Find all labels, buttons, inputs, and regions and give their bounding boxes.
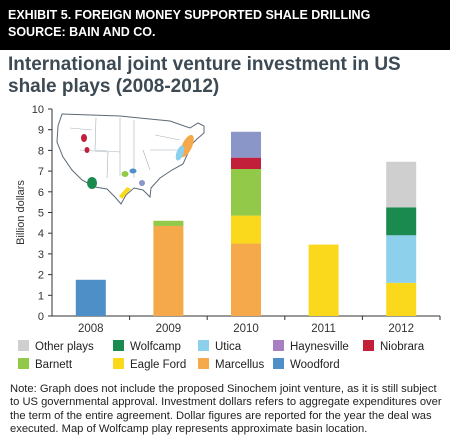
bar-marcellus-2009 — [153, 225, 184, 316]
utica-region — [175, 145, 185, 161]
legend-label: Other plays — [35, 341, 94, 353]
bar-haynesville-2010 — [231, 131, 261, 158]
bar-niobrara-2010 — [231, 157, 261, 170]
y-tick-label: 3 — [38, 249, 44, 261]
bar-barnett-2009 — [153, 220, 184, 226]
legend-item: Utica — [198, 340, 241, 353]
bars — [75, 131, 417, 316]
bar-wolfcamp-2012 — [386, 207, 417, 236]
legend-swatch — [363, 340, 374, 351]
footnote: Note: Graph does not include the propose… — [10, 383, 442, 435]
legend-label: Barnett — [35, 359, 73, 371]
legend-item: Woodford — [273, 358, 340, 371]
us-map-inset — [56, 113, 205, 205]
legend-swatch — [113, 358, 124, 369]
legend-item: Eagle Ford — [113, 358, 186, 371]
niobrara-region — [81, 134, 87, 142]
legend-item: Wolfcamp — [113, 340, 181, 353]
exhibit-header: EXHIBIT 5. FOREIGN MONEY SUPPORTED SHALE… — [0, 0, 450, 50]
legend-label: Niobrara — [380, 341, 425, 353]
legend-label: Wolfcamp — [130, 341, 181, 353]
x-tick-label: 2010 — [233, 323, 259, 335]
haynesville-region — [139, 180, 145, 186]
us-map-states — [69, 117, 185, 179]
chart-title: International joint venture investment i… — [8, 54, 401, 97]
legend-swatch — [273, 340, 284, 351]
y-axis-title: Billion dollars — [15, 180, 27, 245]
bar-woodford-2008 — [75, 279, 106, 316]
x-tick-label: 2012 — [388, 323, 414, 335]
legend-item: Barnett — [18, 358, 72, 371]
bar-marcellus-2010 — [231, 243, 261, 316]
legend-swatch — [198, 340, 209, 351]
woodford-region — [129, 168, 137, 174]
legend-swatch — [198, 358, 209, 369]
y-tick-label: 4 — [38, 228, 44, 240]
y-tick-label: 8 — [38, 145, 44, 157]
eagle-ford-region — [119, 187, 131, 199]
y-tick-label: 0 — [38, 311, 44, 323]
legend-swatch — [273, 358, 284, 369]
bar-eagle-ford-2011 — [308, 244, 339, 316]
y-tick-label: 10 — [32, 104, 44, 116]
x-tick-label: 2008 — [78, 323, 104, 335]
legend-swatch — [113, 340, 124, 351]
legend-item: Marcellus — [198, 358, 264, 371]
bar-other-plays-2012 — [386, 161, 417, 208]
legend-label: Woodford — [290, 359, 340, 371]
legend-label: Haynesville — [290, 341, 349, 353]
bar-eagle-ford-2010 — [231, 215, 261, 244]
x-tick-label: 2009 — [156, 323, 182, 335]
legend-swatch — [18, 340, 29, 351]
legend-item: Niobrara — [363, 340, 424, 353]
legend-label: Eagle Ford — [130, 359, 187, 371]
legend-item: Other plays — [18, 340, 94, 353]
niobrara-region-2 — [84, 147, 90, 153]
legend-label: Marcellus — [215, 359, 265, 371]
axes: 0 1 2 3 4 5 6 7 8 9 10 Billion dollars 2008 2009 2010 2… — [15, 104, 441, 335]
y-tick-label: 2 — [38, 270, 44, 282]
y-tick-label: 9 — [38, 125, 44, 137]
y-tick-label: 6 — [38, 187, 44, 199]
bar-utica-2012 — [386, 235, 417, 283]
x-tick-label: 2011 — [311, 323, 336, 335]
exhibit-source: SOURCE: BAIN AND CO. — [8, 25, 156, 39]
bar-barnett-2010 — [231, 169, 261, 216]
y-tick-label: 7 — [38, 166, 44, 178]
us-map-outline — [56, 113, 205, 205]
exhibit-title: EXHIBIT 5. FOREIGN MONEY SUPPORTED SHALE… — [8, 8, 371, 22]
y-tick-label: 1 — [38, 290, 44, 302]
legend-swatch — [18, 358, 29, 369]
barnett-region — [121, 171, 129, 177]
bar-eagle-ford-2012 — [386, 282, 417, 316]
wolfcamp-region — [87, 177, 97, 189]
legend-item: Haynesville — [273, 340, 349, 353]
y-tick-label: 5 — [38, 208, 44, 220]
legend-label: Utica — [215, 341, 242, 353]
